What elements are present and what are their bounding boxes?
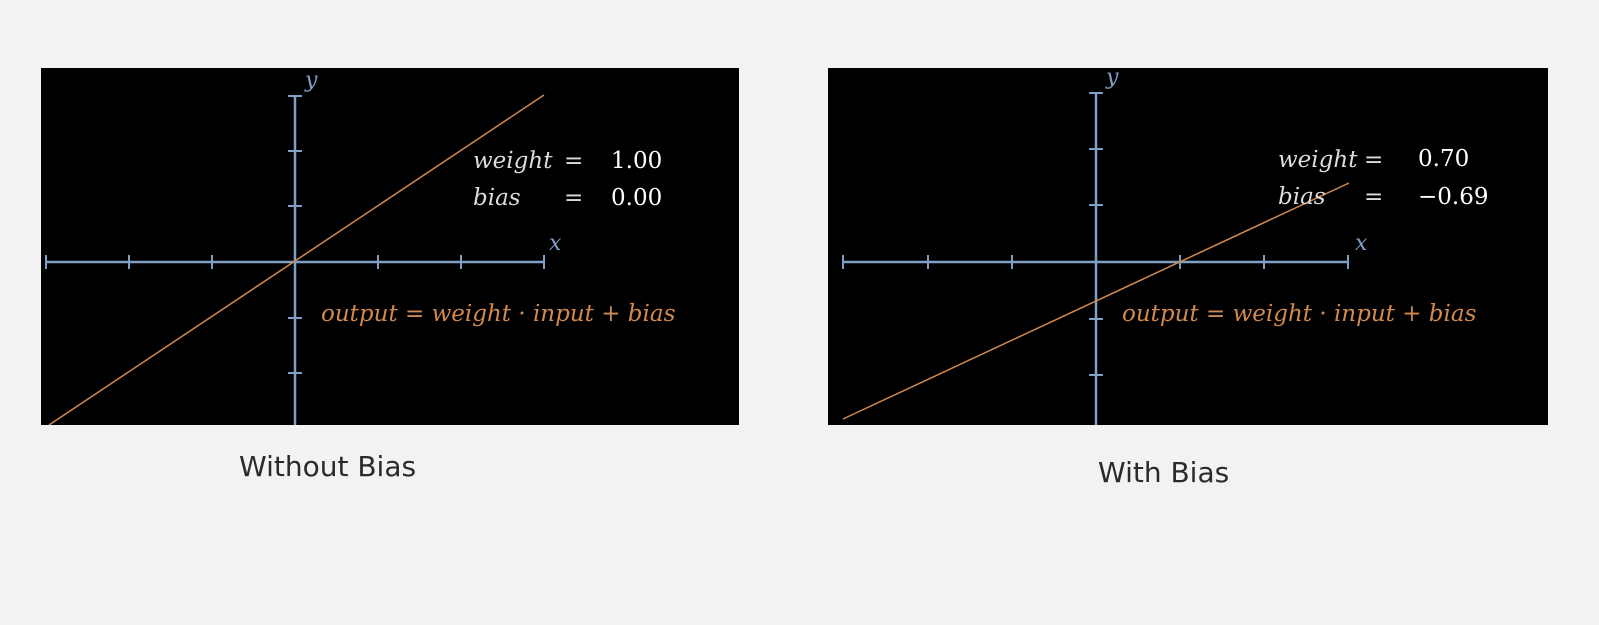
plot-svg-with-bias: x y weight = 0.70 bias = −0.69 output = … [842, 68, 1488, 425]
x-axis-label: x [549, 231, 562, 256]
weight-label: weight [473, 148, 553, 174]
bias-equals: = [564, 185, 583, 211]
x-axis-label: x [1355, 231, 1368, 256]
y-axis-label: y [304, 68, 318, 93]
formula-text: output = weight · input + bias [321, 301, 676, 327]
caption-with-bias: With Bias [1098, 456, 1230, 489]
bias-label: bias [1278, 184, 1326, 210]
plot-panel-without-bias: x y weight = 1.00 bias = 0.00 output = w… [41, 68, 739, 425]
function-line [48, 94, 545, 425]
bias-label: bias [473, 185, 521, 211]
y-axis-label: y [1105, 68, 1119, 90]
weight-equals: = [564, 148, 583, 174]
bias-value: −0.69 [1418, 184, 1488, 210]
formula-text: output = weight · input + bias [1122, 301, 1477, 327]
bias-value: 0.00 [611, 185, 662, 211]
function-line [842, 182, 1350, 420]
bias-equals: = [1364, 184, 1383, 210]
plot-panel-with-bias: x y weight = 0.70 bias = −0.69 output = … [828, 68, 1548, 425]
caption-without-bias: Without Bias [239, 450, 417, 483]
weight-equals: = [1364, 147, 1383, 173]
weight-label: weight [1278, 147, 1358, 173]
weight-value: 0.70 [1418, 146, 1469, 172]
weight-value: 1.00 [611, 148, 662, 174]
plot-svg-without-bias: x y weight = 1.00 bias = 0.00 output = w… [45, 68, 676, 425]
